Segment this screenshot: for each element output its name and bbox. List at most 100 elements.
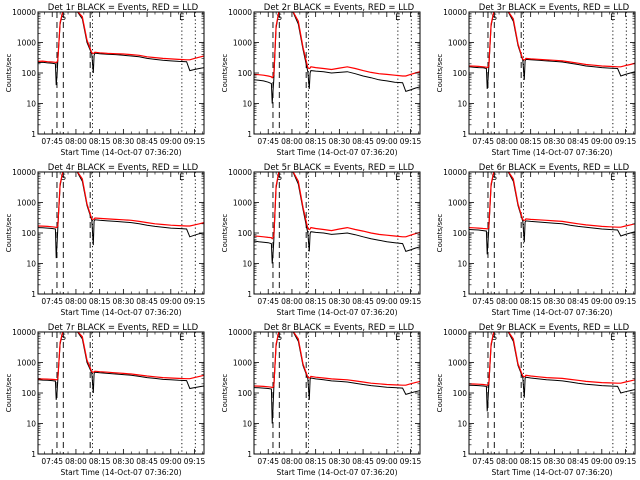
y-axis-label: Counts/sec — [5, 54, 13, 93]
y-tick-label: 10000 — [12, 168, 36, 177]
x-tick-label: 09:15 — [615, 457, 637, 466]
y-axis-label: Counts/sec — [221, 374, 229, 413]
x-tick-label: 09:00 — [591, 137, 613, 146]
panel-title: Det 6r BLACK = Events, RED = LLD — [479, 163, 630, 173]
x-tick-label: 08:30 — [544, 457, 566, 466]
events-series-line — [469, 332, 635, 412]
y-tick-label: 1 — [31, 290, 36, 299]
x-tick-label: 09:15 — [615, 137, 637, 146]
x-tick-label: 09:15 — [184, 457, 206, 466]
x-tick-label: 08:15 — [89, 297, 111, 306]
y-tick-label: 1000 — [17, 38, 36, 47]
y-tick-label: 100 — [22, 389, 37, 398]
y-tick-label: 10 — [26, 419, 36, 428]
y-axis-label: Counts/sec — [221, 214, 229, 253]
lld-series-line — [38, 172, 204, 229]
y-tick-label: 1 — [247, 290, 252, 299]
events-series-line — [38, 12, 204, 86]
panel-title: Det 9r BLACK = Events, RED = LLD — [479, 323, 630, 333]
events-series-line — [254, 332, 420, 424]
marker-label: S — [492, 13, 497, 23]
y-tick-label: 100 — [453, 69, 468, 78]
x-tick-label: 07:45 — [472, 457, 494, 466]
x-tick-label: 08:15 — [520, 457, 542, 466]
y-tick-label: 10 — [26, 259, 36, 268]
x-tick-label: 07:45 — [41, 137, 63, 146]
y-tick-label: 1 — [462, 130, 467, 139]
panel-7: Det 7r BLACK = Events, RED = LLD Counts/s… — [5, 323, 206, 477]
marker-label: E — [395, 173, 400, 183]
y-tick-label: 1 — [247, 450, 252, 459]
x-tick-label: 08:15 — [520, 137, 542, 146]
x-tick-label: 09:00 — [591, 457, 613, 466]
x-tick-label: 08:15 — [89, 137, 111, 146]
x-tick-label: 08:30 — [544, 137, 566, 146]
panel-2: Det 2r BLACK = Events, RED = LLD Counts/s… — [221, 3, 422, 157]
lld-series-line — [254, 12, 420, 79]
marker-label: S — [492, 333, 497, 343]
y-tick-label: 1000 — [233, 198, 252, 207]
x-tick-label: 08:15 — [89, 457, 111, 466]
x-axis-label: Start Time (14-Oct-07 07:36:20) — [60, 468, 181, 477]
y-axis-label: Counts/sec — [436, 54, 444, 93]
x-tick-label: 08:00 — [496, 457, 518, 466]
x-tick-label: 08:00 — [65, 457, 87, 466]
x-tick-label: 08:15 — [305, 297, 327, 306]
x-tick-label: 08:45 — [567, 137, 589, 146]
marker-label: E — [610, 13, 615, 23]
y-tick-label: 1000 — [448, 358, 467, 367]
y-tick-label: 10000 — [443, 8, 467, 17]
panel-title: Det 4r BLACK = Events, RED = LLD — [48, 163, 199, 173]
events-series-line — [38, 332, 204, 400]
marker-label: E — [610, 333, 615, 343]
x-tick-label: 08:00 — [65, 297, 87, 306]
y-tick-label: 100 — [238, 229, 253, 238]
x-tick-label: 08:45 — [136, 457, 158, 466]
x-tick-label: 08:15 — [520, 297, 542, 306]
x-tick-label: 08:45 — [567, 297, 589, 306]
panel-title: Det 8r BLACK = Events, RED = LLD — [264, 323, 415, 333]
marker-label: E — [179, 13, 184, 23]
y-tick-label: 10 — [242, 259, 252, 268]
events-series-line — [38, 172, 204, 259]
y-axis-label: Counts/sec — [436, 214, 444, 253]
y-tick-label: 1 — [31, 450, 36, 459]
x-tick-label: 09:00 — [160, 137, 182, 146]
x-tick-label: 09:15 — [400, 297, 422, 306]
y-tick-label: 10000 — [228, 8, 252, 17]
x-tick-label: 09:15 — [400, 457, 422, 466]
y-tick-label: 1000 — [17, 358, 36, 367]
marker-label: E — [395, 13, 400, 23]
x-tick-label: 09:00 — [376, 137, 398, 146]
marker-label: E — [610, 173, 615, 183]
panel-title: Det 2r BLACK = Events, RED = LLD — [264, 3, 415, 13]
lld-series-line — [38, 332, 204, 381]
marker-label: E — [179, 333, 184, 343]
x-tick-label: 08:00 — [496, 297, 518, 306]
events-series-line — [254, 172, 420, 264]
y-tick-label: 1 — [462, 450, 467, 459]
x-axis-label: Start Time (14-Oct-07 07:36:20) — [60, 308, 181, 317]
x-axis-label: Start Time (14-Oct-07 07:36:20) — [276, 468, 397, 477]
panel-title: Det 1r BLACK = Events, RED = LLD — [48, 3, 199, 13]
events-series-line — [254, 12, 420, 104]
y-tick-label: 10000 — [12, 8, 36, 17]
x-tick-label: 07:45 — [257, 457, 279, 466]
x-tick-label: 07:45 — [257, 297, 279, 306]
y-tick-label: 10 — [457, 99, 467, 108]
y-tick-label: 10000 — [228, 328, 252, 337]
x-tick-label: 08:45 — [136, 297, 158, 306]
x-tick-label: 08:30 — [113, 297, 135, 306]
y-tick-label: 1000 — [448, 198, 467, 207]
x-tick-label: 09:00 — [591, 297, 613, 306]
panel-9: Det 9r BLACK = Events, RED = LLD Counts/s… — [436, 323, 637, 477]
lld-series-line — [254, 172, 420, 240]
x-tick-label: 09:15 — [184, 137, 206, 146]
x-axis-label: Start Time (14-Oct-07 07:36:20) — [276, 308, 397, 317]
x-tick-label: 08:45 — [352, 297, 374, 306]
x-tick-label: 09:00 — [376, 457, 398, 466]
x-tick-label: 08:45 — [136, 137, 158, 146]
y-tick-label: 10000 — [443, 328, 467, 337]
x-tick-label: 08:30 — [113, 457, 135, 466]
panel-3: Det 3r BLACK = Events, RED = LLD Counts/s… — [436, 3, 637, 157]
